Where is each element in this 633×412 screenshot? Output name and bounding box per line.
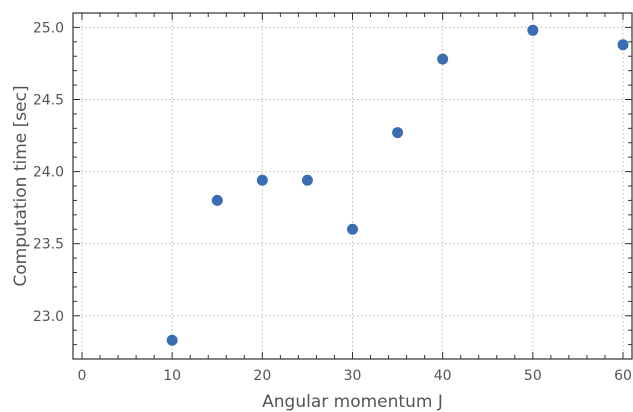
data-point	[527, 24, 539, 36]
x-tick-label: 20	[253, 368, 271, 384]
y-tick-label: 24.5	[33, 93, 64, 109]
data-point	[437, 53, 449, 65]
y-axis-title: Computation time [sec]	[11, 85, 31, 286]
y-tick-label: 25.0	[33, 20, 64, 36]
y-tick-labels: 23.0 23.5 24.0 24.5 25.0	[33, 20, 64, 324]
data-point	[392, 127, 404, 139]
data-point	[211, 194, 223, 206]
x-axis-title: Angular momentum J	[262, 392, 443, 412]
y-tick-label: 23.0	[33, 309, 64, 325]
major-ticks	[73, 13, 632, 359]
data-point	[301, 174, 313, 186]
x-tick-label: 30	[344, 368, 362, 384]
x-tick-label: 40	[434, 368, 452, 384]
data-point	[256, 174, 268, 186]
plot-frame	[72, 12, 633, 360]
data-point	[617, 39, 629, 51]
data-points	[166, 24, 629, 346]
x-tick-labels: 0 10 20 30 40 50 60	[78, 368, 632, 384]
y-tick-label: 24.0	[33, 165, 64, 181]
x-tick-label: 60	[614, 368, 632, 384]
x-tick-label: 10	[163, 368, 181, 384]
minor-ticks	[73, 12, 632, 359]
x-tick-label: 0	[78, 368, 87, 384]
x-tick-label: 50	[524, 368, 542, 384]
y-tick-label: 23.5	[33, 237, 64, 253]
grid-lines	[73, 13, 632, 359]
data-point	[347, 223, 358, 235]
data-point	[166, 334, 178, 346]
